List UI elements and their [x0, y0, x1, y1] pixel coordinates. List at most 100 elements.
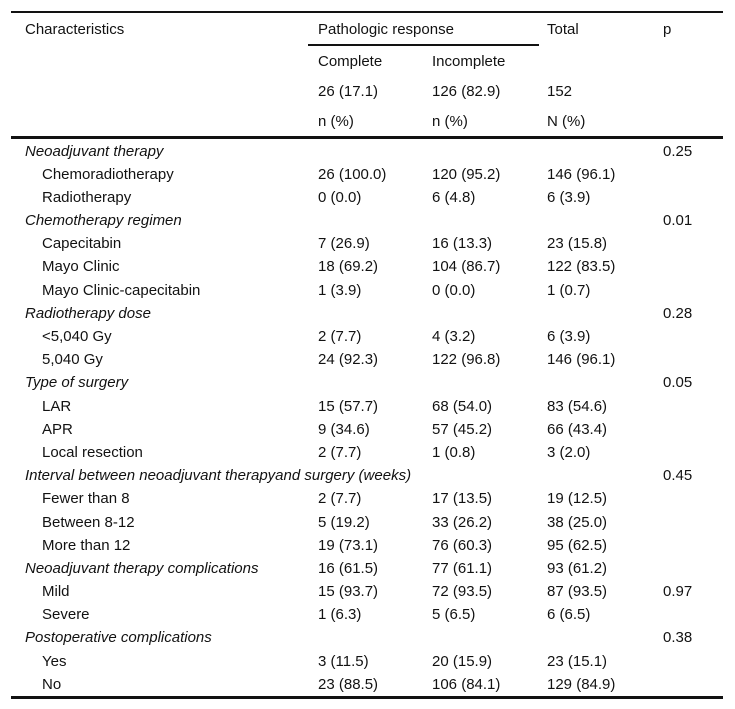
cell-total: [547, 464, 663, 487]
cell-incomplete: 120 (95.2): [432, 165, 501, 183]
table-top-rule: [11, 11, 723, 13]
cell-incomplete: [432, 626, 547, 649]
cell-p-value: [663, 487, 723, 510]
cell-incomplete: 104 (86.7): [432, 258, 501, 276]
cell-total: [547, 140, 663, 163]
cell-total: 1 (0.7): [547, 281, 591, 299]
cell-p-value: 0.38: [663, 629, 693, 647]
cell-p-value: [663, 441, 723, 464]
table-row: 5,040 Gy 24 (92.3) 122 (96.8) 146 (96.1): [11, 348, 723, 371]
cell-complete: 3 (11.5): [318, 652, 369, 670]
header-n-incomplete: 126 (82.9): [432, 82, 501, 100]
cell-complete: 1 (3.9): [318, 281, 362, 299]
cell-label: Between 8-12: [42, 513, 135, 531]
header-row-subgroups: Complete Incomplete: [11, 51, 723, 73]
header-unit-total: N (%): [547, 112, 586, 130]
cell-label: Mayo Clinic-capecitabin: [42, 281, 201, 299]
cell-total: 23 (15.1): [547, 652, 608, 670]
cell-incomplete: 0 (0.0): [432, 281, 476, 299]
cell-label: Neoadjuvant therapy complications: [25, 559, 259, 577]
cell-label: Mild: [42, 583, 70, 601]
table-row: Yes 3 (11.5) 20 (15.9) 23 (15.1): [11, 650, 723, 673]
cell-incomplete: 6 (4.8): [432, 188, 476, 206]
cell-p-value: [663, 557, 723, 580]
cell-p-value: 0.05: [663, 374, 693, 392]
table-row: Radiotherapy dose 0.28: [11, 302, 723, 325]
cell-total: 6 (3.9): [547, 328, 591, 345]
cell-incomplete: 106 (84.1): [432, 675, 501, 693]
header-complete: Complete: [318, 52, 383, 70]
cell-incomplete: [432, 371, 547, 394]
cell-label: Severe: [42, 606, 90, 624]
cell-label: Fewer than 8: [42, 490, 130, 508]
table-row: No 23 (88.5) 106 (84.1) 129 (84.9): [11, 673, 723, 696]
cell-total: 3 (2.0): [547, 443, 591, 461]
table-row: Neoadjuvant therapy 0.25: [11, 140, 723, 163]
table-row: Mayo Clinic 18 (69.2) 104 (86.7) 122 (83…: [11, 255, 723, 278]
cell-incomplete: 1 (0.8): [432, 443, 476, 461]
cell-total: 6 (6.5): [547, 606, 591, 624]
cell-incomplete: 76 (60.3): [432, 536, 493, 554]
cell-complete: 5 (19.2): [318, 513, 370, 531]
cell-total: [547, 626, 663, 649]
table-row: Chemotherapy regimen 0.01: [11, 209, 723, 232]
cell-incomplete: 122 (96.8): [432, 351, 501, 369]
table-row: Local resection 2 (7.7) 1 (0.8) 3 (2.0): [11, 441, 723, 464]
cell-complete: 0 (0.0): [318, 188, 362, 206]
cell-p-value: 0.97: [663, 583, 693, 601]
cell-label: Capecitabin: [42, 235, 122, 253]
pathologic-response-table: Characteristics Pathologic response Tota…: [11, 11, 723, 699]
cell-label: 5,040 Gy: [42, 351, 103, 369]
cell-label: No: [42, 675, 62, 693]
cell-incomplete: 17 (13.5): [432, 490, 493, 508]
table-row: Severe 1 (6.3) 5 (6.5) 6 (6.5): [11, 603, 723, 626]
header-row-counts: 26 (17.1) 126 (82.9) 152: [11, 81, 723, 103]
cell-total: 83 (54.6): [547, 397, 608, 415]
table-row: Mild 15 (93.7) 72 (93.5) 87 (93.5) 0.97: [11, 580, 723, 603]
cell-p-value: [663, 232, 723, 255]
cell-total: 23 (15.8): [547, 235, 608, 253]
cell-label: APR: [42, 420, 73, 438]
cell-complete: 24 (92.3): [318, 351, 379, 369]
cell-p-value: [663, 395, 723, 418]
cell-complete: [318, 464, 432, 487]
cell-label: <5,040 Gy: [42, 328, 112, 345]
table-row: Chemoradiotherapy 26 (100.0) 120 (95.2) …: [11, 163, 723, 186]
cell-complete: 26 (100.0): [318, 165, 387, 183]
header-characteristics: Characteristics: [25, 20, 125, 38]
table-row: Type of surgery 0.05: [11, 371, 723, 394]
cell-total: 146 (96.1): [547, 351, 616, 369]
cell-incomplete: 4 (3.2): [432, 328, 476, 345]
cell-complete: 23 (88.5): [318, 675, 379, 693]
cell-total: 19 (12.5): [547, 490, 608, 508]
table-row: Capecitabin 7 (26.9) 16 (13.3) 23 (15.8): [11, 232, 723, 255]
cell-incomplete: [432, 302, 547, 325]
cell-label: Chemotherapy regimen: [25, 212, 182, 230]
cell-p-value: [663, 603, 723, 626]
header-group-pathologic-response: Pathologic response: [318, 20, 454, 38]
header-unit-complete: n (%): [318, 112, 354, 130]
header-n-total: 152: [547, 82, 573, 100]
cell-complete: 7 (26.9): [318, 235, 370, 253]
cell-total: 95 (62.5): [547, 536, 608, 554]
cell-incomplete: 72 (93.5): [432, 583, 493, 601]
cell-complete: 15 (57.7): [318, 397, 379, 415]
cell-complete: [318, 209, 432, 232]
table-row: Fewer than 8 2 (7.7) 17 (13.5) 19 (12.5): [11, 487, 723, 510]
header-separator-rule: [11, 135, 723, 139]
cell-label: LAR: [42, 397, 72, 415]
table-header: Characteristics Pathologic response Tota…: [11, 13, 723, 136]
cell-incomplete: 68 (54.0): [432, 397, 493, 415]
cell-incomplete: 20 (15.9): [432, 652, 493, 670]
cell-complete: 16 (61.5): [318, 559, 379, 577]
cell-total: 87 (93.5): [547, 583, 608, 601]
cell-incomplete: [432, 140, 547, 163]
table-row: <5,040 Gy 2 (7.7) 4 (3.2) 6 (3.9): [11, 325, 723, 348]
cell-total: 146 (96.1): [547, 165, 616, 183]
cell-p-value: [663, 163, 723, 186]
cell-label: Interval between neoadjuvant therapyand …: [25, 467, 412, 485]
cell-incomplete: 33 (26.2): [432, 513, 493, 531]
cell-label: More than 12: [42, 536, 131, 554]
cell-p-value: 0.28: [663, 304, 693, 322]
cell-complete: 18 (69.2): [318, 258, 379, 276]
